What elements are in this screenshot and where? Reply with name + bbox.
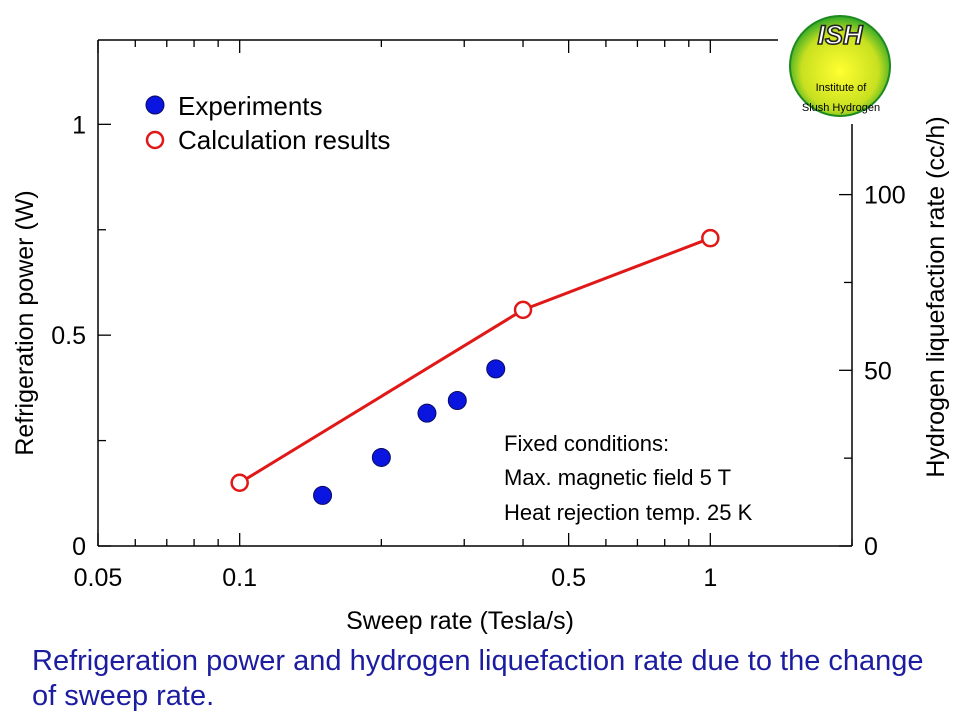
figure-caption: Refrigeration power and hydrogen liquefa… <box>32 645 924 712</box>
x-tick-label: 0.5 <box>551 564 586 592</box>
y-left-tick-label: 0 <box>72 533 86 561</box>
plot-frame <box>97 39 853 547</box>
chart: 0.05 0.1 0.5 1 0 0.5 1 0 50 100 Sweep rate (Tesla… <box>11 39 950 635</box>
y-left-tick-label: 0.5 <box>51 322 86 350</box>
logo-badge: ISH Institute of Slush Hydrogen <box>789 15 891 117</box>
legend-marker-calculation <box>145 130 165 150</box>
series-layer <box>230 228 720 505</box>
note-line-2: Max. magnetic field 5 T <box>504 465 731 490</box>
fixed-conditions-note: Fixed conditions: Max. magnetic field 5 … <box>504 431 753 525</box>
y-left-tick-label: 1 <box>72 111 86 139</box>
x-tick-label: 0.05 <box>74 564 123 592</box>
calculation-point <box>513 300 533 320</box>
experiment-point <box>486 359 506 379</box>
legend-label-calculation: Calculation results <box>178 125 390 155</box>
experiment-point <box>417 403 437 423</box>
x-tick-label: 1 <box>703 564 717 592</box>
calculation-point <box>230 473 249 492</box>
note-line-1: Fixed conditions: <box>504 431 669 456</box>
legend-marker-experiments <box>145 95 165 115</box>
logo-line-1: Institute of <box>816 82 868 94</box>
experiment-point <box>371 447 391 467</box>
experiment-point <box>313 485 333 505</box>
logo-title: ISH <box>817 20 863 50</box>
note-line-3: Heat rejection temp. 25 K <box>504 500 753 525</box>
y-right-tick-label: 100 <box>864 182 906 210</box>
x-axis-label: Sweep rate (Tesla/s) <box>346 607 574 635</box>
y-right-tick-label: 50 <box>864 357 892 385</box>
y-axis-label-right: Hydrogen liquefaction rate (cc/h) <box>922 116 950 477</box>
y-right-tick-label: 0 <box>864 533 878 561</box>
experiment-point <box>447 391 467 411</box>
calculation-point <box>701 228 720 248</box>
x-tick-label: 0.1 <box>222 564 257 592</box>
legend: Experiments Calculation results <box>145 91 390 155</box>
legend-label-experiments: Experiments <box>178 91 323 121</box>
ish-logo: ISH Institute of Slush Hydrogen <box>778 8 902 124</box>
tick-labels: 0.05 0.1 0.5 1 0 0.5 1 0 50 100 <box>51 111 905 592</box>
y-axis-label-left: Refrigeration power (W) <box>11 190 39 455</box>
logo-line-2: Slush Hydrogen <box>802 102 880 114</box>
